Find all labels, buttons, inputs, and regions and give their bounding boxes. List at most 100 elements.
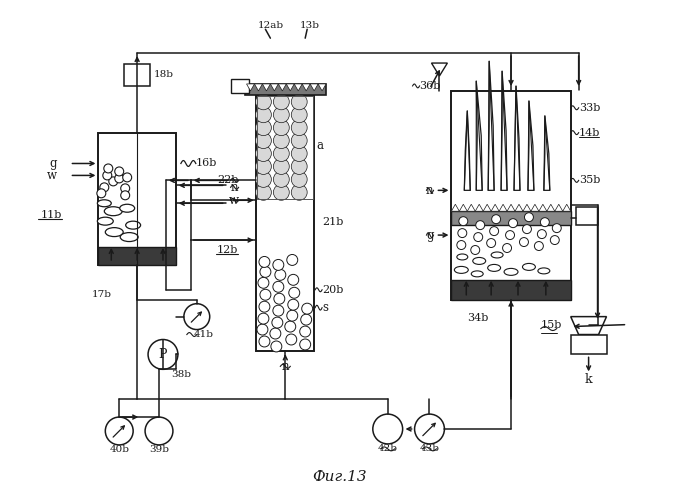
Text: s: s [322,301,328,314]
Circle shape [287,299,299,310]
Circle shape [148,340,178,370]
Polygon shape [491,204,499,211]
Circle shape [256,107,271,122]
Circle shape [273,260,284,270]
Text: 43b: 43b [420,444,439,454]
Circle shape [287,254,298,266]
Circle shape [115,167,123,176]
Text: g: g [426,228,433,241]
Circle shape [519,238,528,246]
Circle shape [104,164,113,173]
Bar [571,334,607,354]
Circle shape [115,174,123,183]
Circle shape [292,107,307,122]
Polygon shape [571,316,607,334]
Text: n: n [231,181,239,194]
Circle shape [534,242,543,250]
Circle shape [492,214,500,224]
Polygon shape [531,204,539,211]
Polygon shape [528,101,534,190]
Circle shape [256,146,271,162]
Circle shape [414,414,444,444]
Circle shape [471,246,480,254]
Circle shape [292,94,307,110]
Circle shape [292,132,307,148]
Polygon shape [302,84,310,91]
Circle shape [274,294,285,304]
Ellipse shape [487,264,500,272]
Ellipse shape [523,264,536,270]
Circle shape [272,317,283,328]
Polygon shape [514,86,520,190]
Circle shape [292,120,307,136]
Ellipse shape [473,258,485,264]
Circle shape [273,94,290,110]
Circle shape [273,107,290,122]
Ellipse shape [98,217,113,225]
Bar [452,280,571,299]
Polygon shape [501,71,507,190]
Text: 13b: 13b [300,21,320,30]
Bar [98,132,176,265]
Ellipse shape [98,200,111,206]
Bar [231,79,249,93]
Circle shape [256,184,271,200]
Circle shape [373,414,403,444]
Text: k: k [585,373,593,386]
Polygon shape [254,84,262,91]
Circle shape [273,172,290,188]
Polygon shape [247,84,254,91]
Circle shape [273,146,290,162]
Circle shape [258,278,269,288]
Circle shape [459,216,468,226]
Circle shape [292,146,307,162]
Circle shape [121,191,129,200]
Circle shape [273,305,284,316]
Circle shape [258,313,269,324]
Circle shape [490,226,498,235]
Ellipse shape [105,228,123,236]
Text: 42b: 42b [378,444,398,454]
Polygon shape [547,204,555,211]
Polygon shape [499,204,507,211]
Polygon shape [563,204,571,211]
Ellipse shape [125,221,140,229]
Text: P: P [159,348,167,361]
Circle shape [100,183,108,192]
Bar [245,84,326,95]
Text: 41b: 41b [194,330,214,339]
Polygon shape [544,116,550,190]
Bar [576,207,597,225]
Circle shape [286,334,297,345]
Circle shape [292,172,307,188]
Circle shape [540,218,549,226]
Polygon shape [459,204,467,211]
Circle shape [273,184,290,200]
Polygon shape [262,84,271,91]
Circle shape [108,177,118,186]
Circle shape [121,184,129,193]
Text: g: g [49,157,56,170]
Text: 12b: 12b [216,245,237,255]
Bar [124,64,150,86]
Ellipse shape [471,271,483,277]
Circle shape [302,303,313,314]
Text: n: n [426,184,433,197]
Polygon shape [318,84,326,91]
Polygon shape [271,84,279,91]
Ellipse shape [104,206,122,216]
Ellipse shape [454,266,468,274]
Text: Фиг.13: Фиг.13 [312,470,366,484]
Text: 16b: 16b [196,158,217,168]
Circle shape [256,132,271,148]
Text: w: w [47,169,56,182]
Polygon shape [483,204,491,211]
Text: 21b: 21b [322,217,344,227]
Text: 35b: 35b [578,176,600,186]
Bar [98,247,176,265]
Ellipse shape [120,232,138,241]
Circle shape [300,326,311,337]
Circle shape [287,310,298,321]
Polygon shape [467,204,475,211]
Polygon shape [476,81,482,190]
